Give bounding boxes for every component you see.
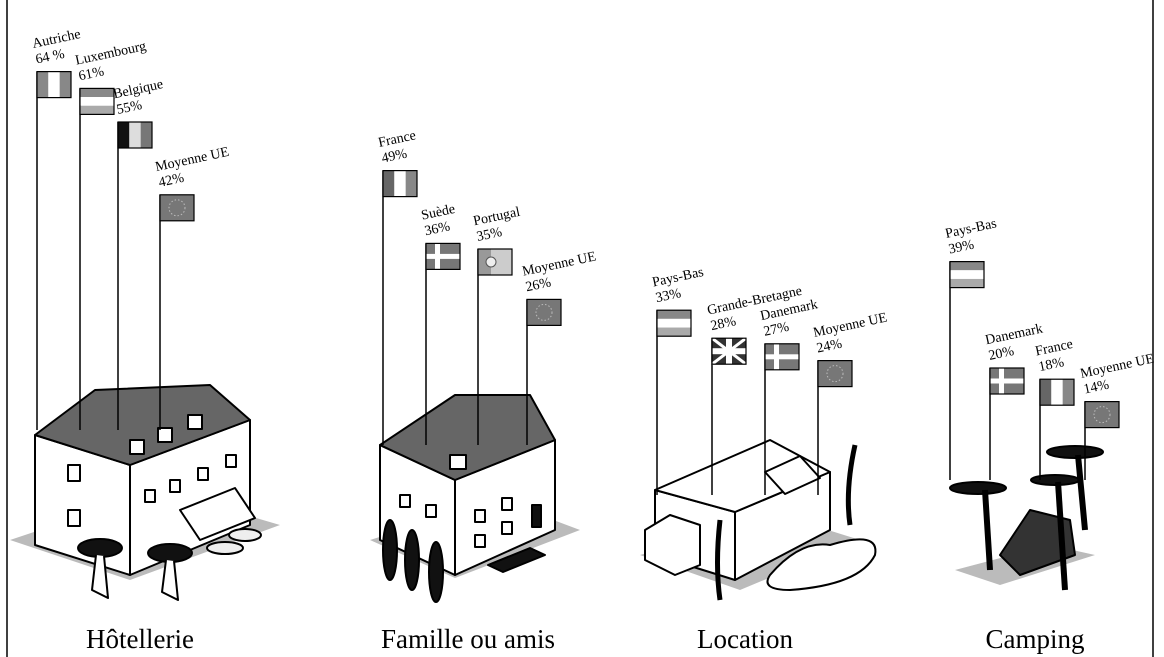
flag-part — [405, 170, 417, 197]
flag-part — [818, 360, 852, 387]
flag-part — [1093, 406, 1111, 424]
flag-border — [1084, 401, 1120, 429]
flag-border — [79, 87, 115, 116]
category-label: Moyenne UE — [1079, 352, 1156, 382]
value-label: 28% — [709, 314, 738, 334]
flag-part — [657, 318, 691, 328]
value-label: 36% — [423, 219, 452, 239]
flag-part — [80, 97, 114, 106]
category-label: Moyenne UE — [521, 249, 598, 279]
flag-border — [989, 367, 1025, 395]
flag-part — [535, 303, 553, 321]
flag-part — [1085, 401, 1119, 428]
flag-part — [37, 71, 49, 98]
group-title: Hôtellerie — [86, 624, 194, 654]
group-title: Location — [697, 624, 793, 654]
value-label: 55% — [115, 98, 144, 118]
flag-part — [80, 105, 114, 115]
flag-border — [949, 261, 985, 289]
flag-part — [657, 310, 691, 319]
group-title: Camping — [986, 624, 1085, 654]
category-label: Moyenne UE — [154, 145, 231, 175]
flag-border — [711, 337, 747, 365]
value-label: 24% — [815, 336, 844, 356]
flag-part — [712, 348, 746, 355]
category-label: Moyenne UE — [812, 311, 889, 341]
flag-part — [491, 249, 512, 275]
value-label: 26% — [524, 275, 553, 295]
flag-part — [383, 170, 395, 197]
flag-border — [526, 298, 562, 326]
flag-part — [950, 270, 984, 279]
category-label: Luxembourg — [74, 39, 148, 69]
flag-part — [1062, 379, 1074, 406]
flag-part — [168, 199, 186, 217]
flag-border — [1039, 378, 1075, 406]
value-label: 27% — [762, 320, 791, 340]
flag-part — [478, 249, 491, 275]
flag-part — [1040, 379, 1052, 406]
flag-border — [117, 121, 153, 149]
flag-part — [657, 327, 691, 337]
flag-part — [160, 194, 194, 221]
flag-border — [425, 242, 461, 270]
flag-part — [59, 71, 71, 98]
value-label: 33% — [654, 286, 683, 306]
category-label: Suède — [420, 202, 457, 224]
value-label: 35% — [475, 225, 504, 245]
flag-part — [1051, 379, 1063, 406]
flag-border — [36, 70, 72, 99]
flag-part — [426, 253, 460, 259]
value-label: 18% — [1037, 355, 1066, 375]
flag-part — [527, 299, 561, 326]
flag-part — [950, 278, 984, 288]
flag-border — [382, 170, 418, 198]
flag-border — [656, 309, 692, 337]
flag-part — [990, 378, 1024, 384]
flag-part — [129, 122, 141, 148]
flag-border — [477, 248, 513, 276]
value-label: 49% — [380, 146, 409, 166]
flag-border — [159, 194, 195, 222]
value-label: 64 % — [34, 47, 66, 68]
flag-part — [140, 122, 152, 148]
flag-part — [826, 365, 844, 383]
scenery — [10, 384, 1104, 603]
value-label: 61% — [77, 64, 106, 84]
flag-part — [48, 71, 60, 98]
flag-part — [950, 261, 984, 271]
flag-part — [765, 354, 799, 360]
flag-part — [394, 170, 406, 197]
value-label: 42% — [157, 171, 186, 191]
value-label: 14% — [1082, 377, 1111, 397]
flag-part — [80, 88, 114, 98]
group-title: Famille ou amis — [381, 624, 555, 654]
flag-border — [817, 360, 853, 388]
flag-part — [118, 122, 130, 148]
value-label: 39% — [947, 237, 976, 257]
value-label: 20% — [987, 344, 1016, 364]
flag-part — [485, 256, 497, 268]
flag-border — [764, 343, 800, 371]
